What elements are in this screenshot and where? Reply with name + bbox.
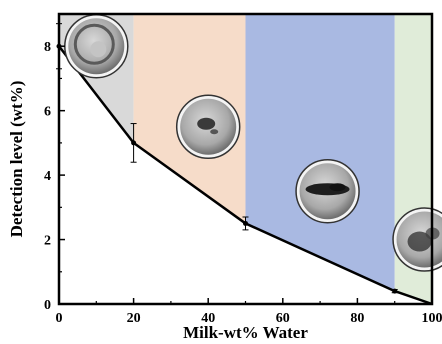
droplet-image-2 — [175, 94, 241, 160]
stain-diffuse — [407, 231, 432, 252]
x-tick-label: 20 — [127, 311, 141, 326]
x-axis-title: Milk-wt% Water — [183, 323, 308, 342]
y-tick-label: 6 — [44, 105, 51, 120]
x-tick-label: 60 — [276, 311, 290, 326]
axis-ticks: 0 20 40 60 80 100 0 2 4 6 8 — [44, 40, 442, 326]
droplet-image-4 — [392, 207, 442, 272]
region-3 — [245, 14, 395, 292]
y-tick-label: 0 — [44, 298, 51, 313]
data-point — [243, 220, 248, 226]
droplet-images — [64, 13, 442, 272]
y-axis-title: Detection level (wt%) — [7, 81, 26, 238]
y-tick-label: 4 — [44, 169, 51, 184]
data-point — [392, 288, 398, 294]
stain-spot — [210, 129, 219, 135]
droplet-image-1 — [64, 13, 129, 79]
stain-band — [329, 183, 346, 192]
x-tick-label: 0 — [56, 311, 63, 326]
y-tick-label: 8 — [44, 40, 51, 55]
stain-ring — [73, 23, 115, 65]
x-tick-label: 40 — [201, 311, 215, 326]
stain-spot — [197, 117, 216, 130]
droplet-image-3 — [295, 158, 360, 224]
x-tick-label: 100 — [422, 311, 442, 326]
y-tick-label: 2 — [44, 234, 51, 249]
x-tick-label: 80 — [350, 311, 364, 326]
stain-center — [90, 41, 107, 58]
data-point — [131, 140, 137, 146]
